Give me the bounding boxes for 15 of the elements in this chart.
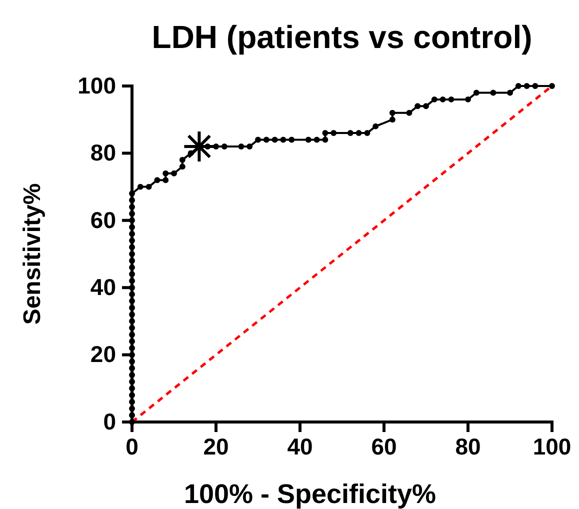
chart-title: LDH (patients vs control)	[152, 19, 532, 55]
y-tick-label: 60	[90, 206, 116, 233]
y-tick-label: 80	[90, 140, 116, 166]
y-tick-label: 40	[90, 274, 116, 300]
x-tick-label: 0	[126, 433, 138, 460]
y-tick-label: 20	[90, 341, 116, 368]
x-tick-label: 100	[532, 433, 572, 460]
x-tick-label: 60	[371, 433, 397, 460]
y-tick-label: 0	[103, 408, 116, 434]
x-tick-label: 40	[287, 433, 313, 460]
x-tick-label: 20	[203, 433, 229, 460]
y-tick-label: 100	[78, 72, 116, 98]
x-axis-title: 100% - Specificity%	[184, 479, 436, 509]
x-tick-label: 80	[455, 433, 481, 460]
y-axis-title: Sensitivity%	[19, 183, 46, 325]
